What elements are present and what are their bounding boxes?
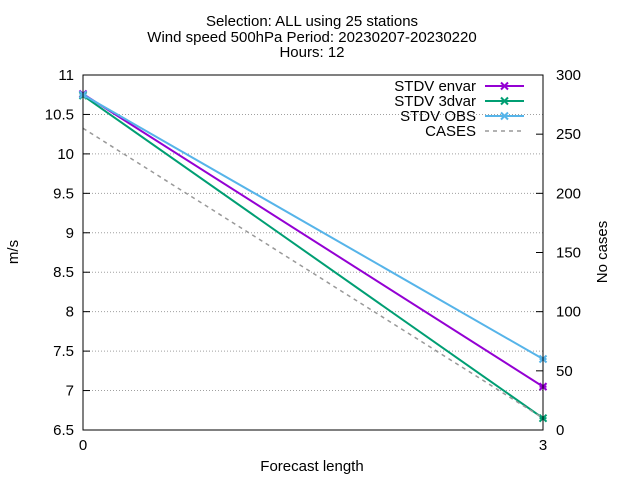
legend-marker-2 [500, 111, 509, 121]
y2-tick-label: 200 [556, 185, 581, 202]
grid-lines [83, 113, 543, 392]
y-tick-label: 10 [57, 146, 74, 163]
y2-tick-label: 250 [556, 126, 581, 143]
series-line-1 [82, 94, 544, 419]
legend-marker-0 [500, 81, 509, 91]
y-tick-label: 6.5 [53, 422, 74, 439]
legend-label-2: STDV OBS [400, 108, 476, 125]
y2-axis-label: No cases [594, 221, 611, 284]
series-line-2 [82, 93, 544, 360]
y2-tick-label: 100 [556, 304, 581, 321]
x-axis-label: Forecast length [260, 458, 363, 475]
legend-label-0: STDV envar [394, 78, 476, 95]
axis-ticks: 6.577.588.599.51010.51105010015020025030… [45, 67, 581, 454]
y-tick-label: 9 [66, 225, 74, 242]
y-tick-label: 7.5 [53, 343, 74, 360]
y-tick-label: 8.5 [53, 264, 74, 281]
title-line-2: Wind speed 500hPa Period: 20230207-20230… [147, 29, 476, 46]
y2-tick-label: 50 [556, 363, 573, 380]
y2-tick-label: 150 [556, 245, 581, 262]
series-line-3 [82, 127, 544, 419]
y-tick-label: 9.5 [53, 185, 74, 202]
y-axis-label: m/s [5, 240, 22, 264]
x-tick-label: 3 [539, 437, 547, 454]
y-tick-label: 8 [66, 304, 74, 321]
legend-label-1: STDV 3dvar [394, 93, 476, 110]
y-tick-label: 11 [58, 67, 74, 84]
series-group [78, 89, 548, 423]
title-line-1: Selection: ALL using 25 stations [206, 13, 418, 30]
x-tick-label: 0 [79, 437, 87, 454]
y2-tick-label: 300 [556, 67, 581, 84]
y-tick-label: 7 [66, 383, 74, 400]
chart-title: Selection: ALL using 25 stations Wind sp… [147, 13, 476, 61]
legend-label-3: CASES [425, 123, 476, 140]
legend-marker-1 [500, 96, 509, 106]
y-tick-label: 10.5 [45, 106, 74, 123]
title-line-3: Hours: 12 [279, 44, 344, 61]
series-line-0 [82, 93, 544, 388]
y2-tick-label: 0 [556, 422, 564, 439]
